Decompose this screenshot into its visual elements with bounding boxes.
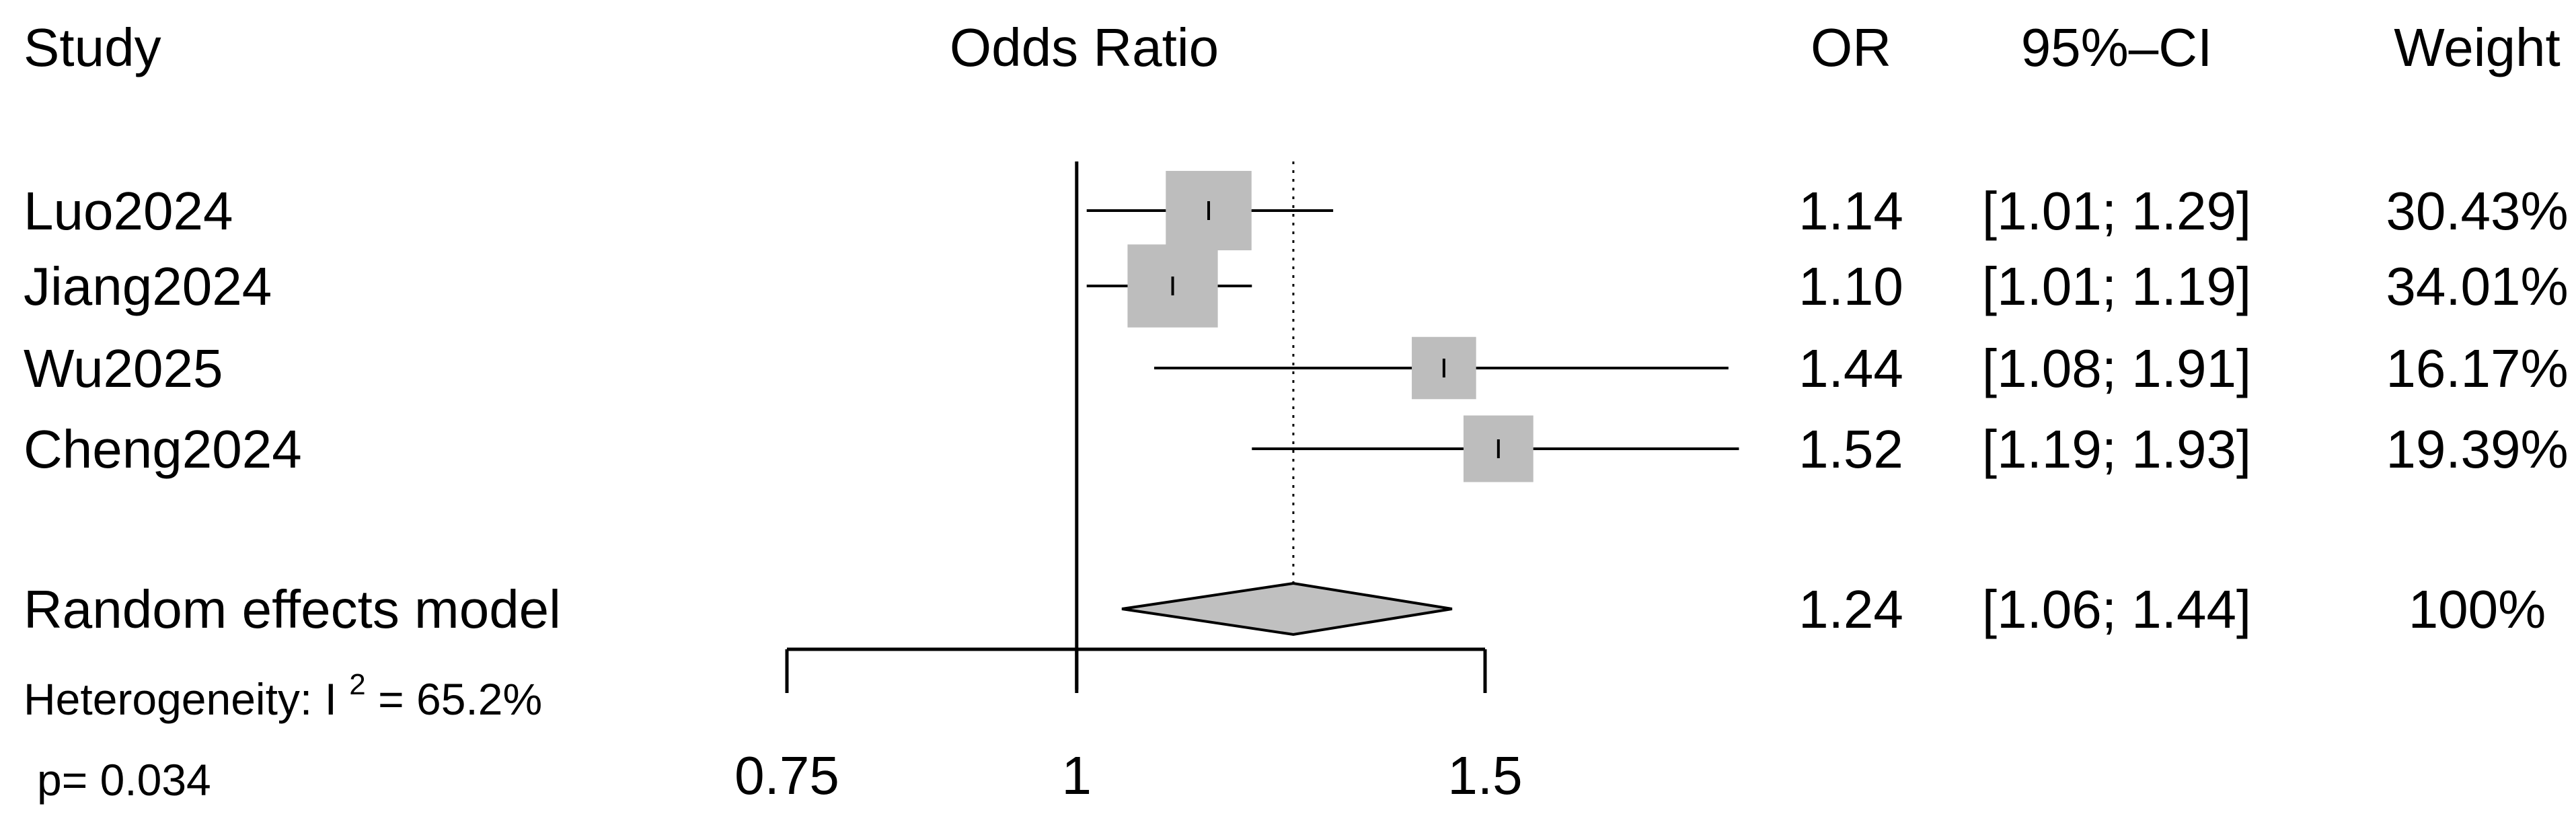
heterogeneity-label: Heterogeneity: I xyxy=(24,674,337,724)
study-weight: 30.43% xyxy=(2386,181,2568,241)
x-tick-label: 1 xyxy=(1062,745,1092,805)
study-or: 1.10 xyxy=(1798,256,1903,316)
study-name: Jiang2024 xyxy=(24,256,272,316)
x-tick-label: 0.75 xyxy=(734,745,839,805)
pooled-ci: [1.06; 1.44] xyxy=(1982,579,2251,639)
x-axis: 0.75 1 1.5 xyxy=(734,647,1523,805)
header-study: Study xyxy=(24,17,161,77)
header-weight: Weight xyxy=(2394,17,2561,77)
study-or: 1.14 xyxy=(1798,181,1903,241)
pooled-name: Random effects model xyxy=(24,579,561,639)
x-tick-label: 1.5 xyxy=(1447,745,1522,805)
plot-lines xyxy=(1075,161,1295,690)
study-weight: 16.17% xyxy=(2386,338,2568,398)
study-name: Luo2024 xyxy=(24,181,233,241)
study-weight: 19.39% xyxy=(2386,419,2568,479)
study-ci: [1.19; 1.93] xyxy=(1982,419,2251,479)
study-ci: [1.01; 1.29] xyxy=(1982,181,2251,241)
study-name: Wu2025 xyxy=(24,338,223,398)
study-ci: [1.08; 1.91] xyxy=(1982,338,2251,398)
study-name: Cheng2024 xyxy=(24,419,302,479)
heterogeneity-p: p= 0.034 xyxy=(37,755,211,805)
header-effect: Odds Ratio xyxy=(950,17,1219,77)
pooled-diamond xyxy=(1121,581,1453,636)
study-ci: [1.01; 1.19] xyxy=(1982,256,2251,316)
study-or: 1.44 xyxy=(1798,338,1903,398)
pooled-row: Random effects model 1.24 [1.06; 1.44] 100% xyxy=(24,579,2546,639)
header-or: OR xyxy=(1811,17,1891,77)
header-ci: 95%–CI xyxy=(2021,17,2213,77)
pooled-weight: 100% xyxy=(2409,579,2546,639)
study-rows: Luo2024 1.14 [1.01; 1.29] 30.43% Jiang2024 1.… xyxy=(24,171,2569,482)
heterogeneity-text: Heterogeneity: I 2 = 65.2% xyxy=(24,654,542,724)
study-or: 1.52 xyxy=(1798,419,1903,479)
study-weight: 34.01% xyxy=(2386,256,2568,316)
pooled-or: 1.24 xyxy=(1798,579,1903,639)
heterogeneity-sup: 2 xyxy=(349,668,365,701)
heterogeneity-value: = 65.2% xyxy=(378,674,542,724)
